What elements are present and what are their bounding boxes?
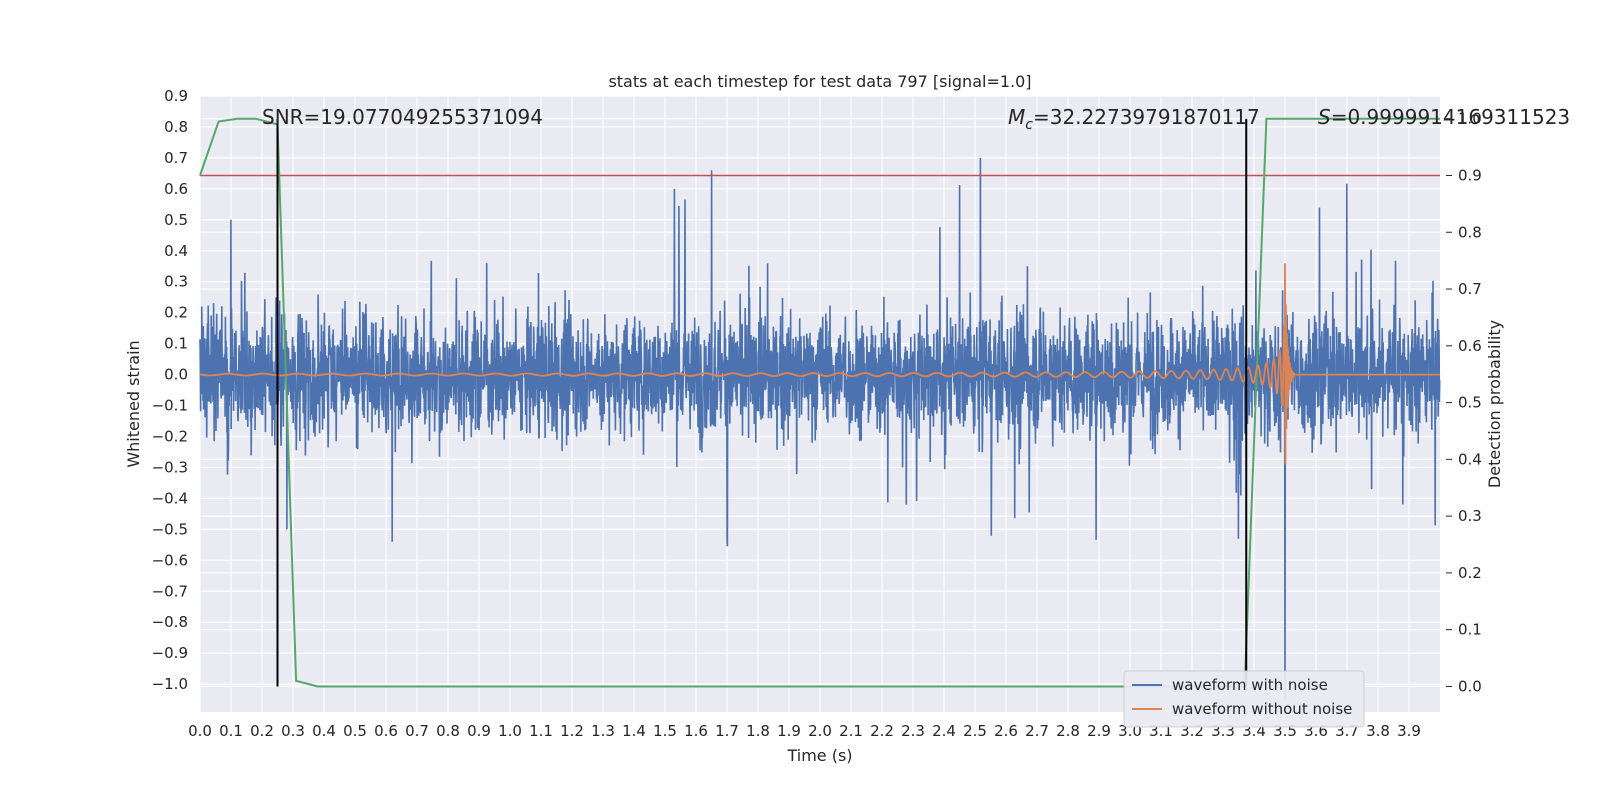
- x-tick-label: 0.9: [467, 722, 491, 740]
- legend-box: [1123, 670, 1365, 728]
- x-tick-label: 1.3: [591, 722, 615, 740]
- probability-line: [199, 117, 1440, 688]
- y-tick-label: −0.7: [152, 582, 188, 600]
- x-tick-label: 3.9: [1397, 722, 1421, 740]
- y2-tick-label: 1.0: [1458, 110, 1482, 128]
- x-tick-label: 2.8: [1056, 722, 1080, 740]
- s-value: =0.9999914169311523: [1331, 105, 1570, 129]
- x-tick-label: 1.0: [498, 722, 522, 740]
- x-tick-label: 2.7: [1025, 722, 1049, 740]
- legend-label-clean: waveform without noise: [1172, 700, 1352, 718]
- x-tick-label: 2.2: [870, 722, 894, 740]
- y-tick-label: −0.2: [152, 428, 188, 446]
- chirp-mass-annotation: Mc=32.22739791870117: [1008, 105, 1260, 133]
- y-axis-label: Whitened strain: [124, 340, 143, 467]
- clean-waveform: [199, 263, 1440, 464]
- legend-label-noise: waveform with noise: [1172, 676, 1328, 694]
- x-tick-label: 0.0: [188, 722, 212, 740]
- mc-value: =32.22739791870117: [1033, 105, 1260, 129]
- y2-tick-label: 0.0: [1458, 677, 1482, 695]
- score-annotation: S=0.9999914169311523: [1318, 105, 1570, 129]
- y-tick-label: 0.6: [164, 180, 188, 198]
- x-tick-label: 0.3: [281, 722, 305, 740]
- probability-layer: [199, 117, 1440, 688]
- y-tick-label: −0.4: [152, 489, 188, 507]
- snr-annotation: SNR=19.077049255371094: [262, 105, 543, 129]
- vlines: [276, 118, 1248, 687]
- x-tick-label: 0.5: [343, 722, 367, 740]
- x-tick-label: 1.4: [622, 722, 646, 740]
- x-tick-label: 0.4: [312, 722, 336, 740]
- y2-tick-label: 0.6: [1458, 337, 1482, 355]
- x-tick-label: 0.6: [374, 722, 398, 740]
- y2-tick-label: 0.5: [1458, 394, 1482, 412]
- x-tick-label: 1.6: [684, 722, 708, 740]
- y-tick-label: −0.6: [152, 551, 188, 569]
- noisy-waveform: [199, 145, 1441, 700]
- x-tick-label: 1.8: [746, 722, 770, 740]
- y2-tick-label: 0.2: [1458, 564, 1482, 582]
- mc-symbol: M: [1008, 105, 1025, 129]
- s-symbol: S: [1318, 105, 1331, 129]
- clean-waveform-line: [199, 263, 1440, 464]
- x-tick-label: 0.8: [436, 722, 460, 740]
- y-tick-label: −0.3: [152, 458, 188, 476]
- x-tick-label: 2.1: [839, 722, 863, 740]
- x-axis-label: Time (s): [786, 746, 852, 765]
- y-tick-label: 0.9: [164, 87, 188, 105]
- y2-tick-label: 0.9: [1458, 166, 1482, 184]
- x-tick-label: 1.7: [715, 722, 739, 740]
- chart-title: stats at each timestep for test data 797…: [608, 72, 1031, 91]
- noisy-waveform-line: [199, 145, 1441, 700]
- x-tick-label: 0.1: [219, 722, 243, 740]
- y-tick-label: 0.5: [164, 211, 188, 229]
- y2-tick-label: 0.8: [1458, 223, 1482, 241]
- y-tick-label: 0.8: [164, 118, 188, 136]
- y2-tick-label: 0.4: [1458, 450, 1482, 468]
- x-tick-label: 2.6: [994, 722, 1018, 740]
- x-tick-label: 0.7: [405, 722, 429, 740]
- y2-axis-label: Detection probability: [1485, 320, 1504, 488]
- y2-tick-label: 0.1: [1458, 621, 1482, 639]
- x-tick-label: 2.5: [963, 722, 987, 740]
- y-tick-label: −1.0: [152, 675, 188, 693]
- x-tick-label: 1.1: [529, 722, 553, 740]
- x-tick-label: 1.2: [560, 722, 584, 740]
- x-tick-label: 2.9: [1087, 722, 1111, 740]
- y-tick-label: −0.5: [152, 520, 188, 538]
- y-tick-label: 0.1: [164, 335, 188, 353]
- y2-tick-label: 0.3: [1458, 507, 1482, 525]
- x-tick-label: 2.3: [901, 722, 925, 740]
- x-tick-label: 1.9: [777, 722, 801, 740]
- y-tick-label: 0.2: [164, 304, 188, 322]
- y-tick-label: 0.7: [164, 149, 188, 167]
- mc-subscript: c: [1025, 117, 1033, 133]
- x-tick-label: 0.2: [250, 722, 274, 740]
- x-tick-label: 2.0: [808, 722, 832, 740]
- y2-tick-label: 0.7: [1458, 280, 1482, 298]
- y-tick-label: 0.3: [164, 273, 188, 291]
- x-tick-label: 3.8: [1366, 722, 1390, 740]
- y-tick-label: 0.0: [164, 366, 188, 384]
- y-tick-label: −0.8: [152, 613, 188, 631]
- y-tick-label: −0.9: [152, 644, 188, 662]
- y-tick-label: 0.4: [164, 242, 188, 260]
- y-tick-label: −0.1: [152, 397, 188, 415]
- x-tick-label: 1.5: [653, 722, 677, 740]
- legend: waveform with noise waveform without noi…: [1123, 670, 1365, 728]
- x-tick-label: 2.4: [932, 722, 956, 740]
